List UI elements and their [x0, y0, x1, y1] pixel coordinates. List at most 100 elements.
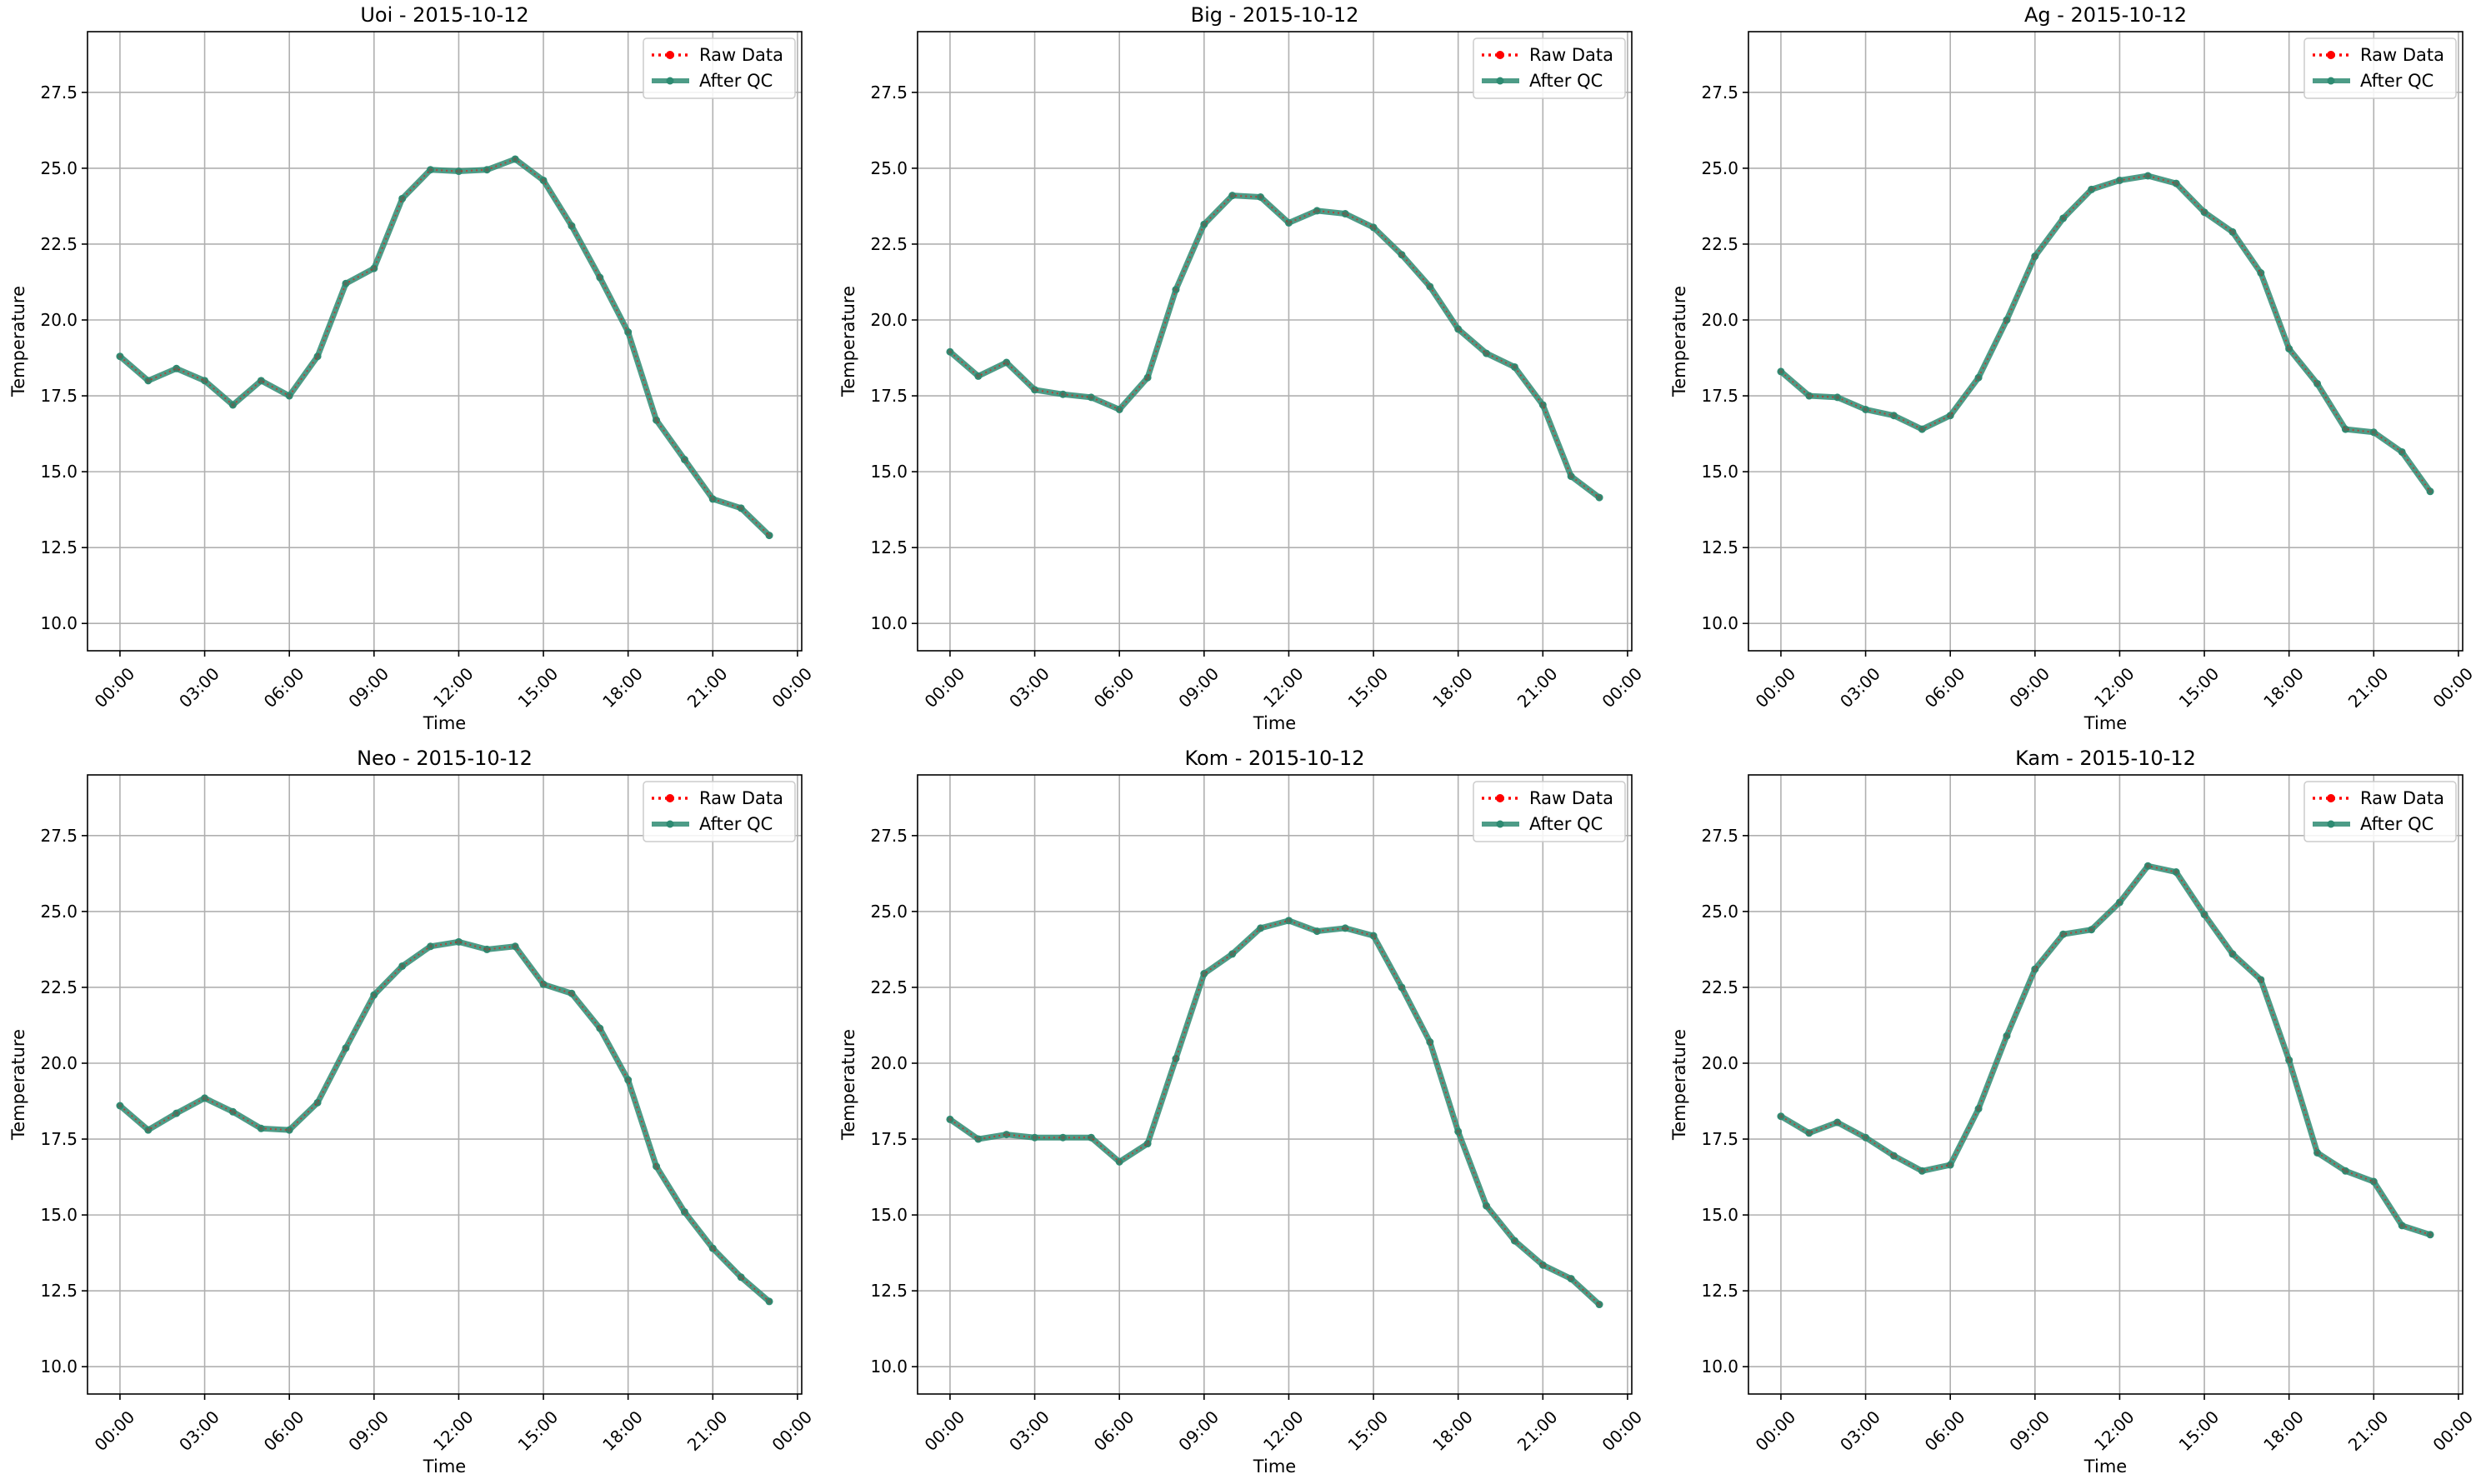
- y-tick-label: 27.5: [1701, 826, 1738, 846]
- axes-frame: [917, 774, 1633, 1395]
- y-tick-label: 22.5: [1701, 234, 1738, 254]
- data-point-raw-data: [2089, 927, 2094, 932]
- y-axis-label: Temperature: [1669, 286, 1689, 397]
- data-point-raw-data: [146, 1127, 151, 1132]
- y-tick-label: 22.5: [40, 234, 78, 254]
- legend-label-raw-data: Raw Data: [699, 45, 783, 65]
- data-point-raw-data: [2371, 430, 2376, 435]
- data-point-raw-data: [976, 1137, 981, 1142]
- series-line-after-qc: [118, 938, 772, 1304]
- x-axis-label: Time: [423, 1457, 466, 1477]
- y-tick-label: 17.5: [40, 1129, 78, 1149]
- series-line-after-qc: [948, 917, 1602, 1307]
- chart-panel-0: 00:00 03:00 06:00 09:00 12:00 15:00 18:00 21:00…: [8, 3, 816, 733]
- x-tick-label: 15:00: [1344, 1407, 1393, 1455]
- data-point-raw-data: [1258, 926, 1263, 931]
- x-tick-label: 00:00: [2428, 663, 2477, 712]
- y-tick-label: 10.0: [40, 1357, 78, 1377]
- series-line-raw-data: [949, 194, 1600, 498]
- x-tick-label: 06:00: [260, 1407, 308, 1455]
- data-point-raw-data: [569, 223, 574, 228]
- data-point-raw-data: [1399, 985, 1404, 990]
- data-point-raw-data: [767, 1299, 772, 1304]
- data-point-raw-data: [484, 167, 489, 172]
- y-tick-label: 10.0: [870, 1357, 908, 1377]
- x-tick-label: 18:00: [1428, 1407, 1477, 1455]
- data-point-raw-data: [343, 1046, 348, 1051]
- data-point-raw-data: [626, 330, 631, 335]
- data-point-raw-data: [1807, 393, 1812, 398]
- x-tick-label: 06:00: [1090, 1407, 1138, 1455]
- data-point-raw-data: [1117, 407, 1122, 412]
- y-tick-label: 15.0: [870, 462, 908, 482]
- data-point-raw-data: [513, 944, 518, 949]
- legend-marker-after-qc: [666, 77, 674, 85]
- y-tick-label: 22.5: [870, 234, 908, 254]
- y-tick-label: 17.5: [1701, 386, 1738, 406]
- x-tick-label: 00:00: [921, 663, 969, 712]
- data-point-raw-data: [1173, 287, 1178, 292]
- data-point-raw-data: [569, 991, 574, 996]
- legend-marker-raw-data: [666, 51, 674, 59]
- chart-title: Big - 2015-10-12: [1191, 3, 1359, 27]
- y-tick-label: 15.0: [1701, 1205, 1738, 1225]
- x-tick-label: 06:00: [260, 663, 308, 712]
- data-point-raw-data: [2173, 181, 2178, 186]
- data-point-raw-data: [2343, 1168, 2348, 1173]
- data-point-raw-data: [1919, 427, 1924, 432]
- y-tick-label: 25.0: [1701, 902, 1738, 922]
- data-point-raw-data: [2258, 977, 2263, 982]
- data-point-raw-data: [2371, 1179, 2376, 1184]
- data-point-raw-data: [1540, 1262, 1545, 1267]
- y-tick-label: 12.5: [870, 537, 908, 557]
- data-point-raw-data: [428, 944, 433, 949]
- data-point-raw-data: [315, 1100, 320, 1105]
- axes-frame: [1748, 31, 2463, 652]
- x-tick-label: 03:00: [1836, 1407, 1884, 1455]
- axes-frame: [87, 31, 803, 652]
- x-tick-label: 00:00: [1752, 663, 1800, 712]
- data-point-raw-data: [118, 354, 123, 359]
- data-point-raw-data: [1060, 392, 1065, 397]
- data-point-raw-data: [654, 417, 659, 422]
- x-tick-label: 12:00: [1259, 663, 1308, 712]
- y-tick-label: 25.0: [40, 902, 78, 922]
- legend-label-after-qc: After QC: [699, 814, 773, 834]
- chart-title: Kam - 2015-10-12: [2015, 747, 2196, 770]
- x-tick-label: 00:00: [1598, 1407, 1646, 1455]
- data-point-raw-data: [1807, 1131, 1812, 1136]
- x-tick-label: 00:00: [1598, 663, 1646, 712]
- y-tick-label: 15.0: [40, 1205, 78, 1225]
- chart-panel-4: 00:00 03:00 06:00 09:00 12:00 15:00 18:00 21:00…: [838, 747, 1646, 1477]
- axes-frame: [917, 31, 1633, 652]
- data-point-raw-data: [1835, 395, 1840, 400]
- x-tick-label: 03:00: [175, 1407, 223, 1455]
- axes-frame: [87, 774, 803, 1395]
- data-point-raw-data: [372, 992, 377, 997]
- data-point-raw-data: [258, 1126, 263, 1131]
- chart-title: Ag - 2015-10-12: [2024, 3, 2187, 27]
- chart-panel-3: 00:00 03:00 06:00 09:00 12:00 15:00 18:00 21:00…: [8, 747, 816, 1477]
- data-point-raw-data: [2061, 932, 2066, 937]
- data-point-raw-data: [1314, 929, 1319, 934]
- data-point-raw-data: [118, 1103, 123, 1108]
- data-point-raw-data: [428, 167, 433, 172]
- data-point-raw-data: [1145, 375, 1150, 380]
- data-point-raw-data: [1863, 1135, 1868, 1140]
- data-point-raw-data: [948, 1117, 953, 1122]
- x-tick-label: 00:00: [921, 1407, 969, 1455]
- data-point-raw-data: [2004, 1033, 2009, 1038]
- y-tick-label: 25.0: [40, 158, 78, 178]
- legend-label-raw-data: Raw Data: [1529, 788, 1613, 808]
- y-tick-label: 27.5: [40, 826, 78, 846]
- data-point-raw-data: [1597, 495, 1602, 500]
- x-tick-label: 03:00: [175, 663, 223, 712]
- data-point-raw-data: [1173, 1057, 1178, 1062]
- data-point-raw-data: [2399, 449, 2404, 454]
- y-tick-label: 10.0: [870, 613, 908, 633]
- y-tick-label: 20.0: [40, 1053, 78, 1073]
- y-tick-label: 25.0: [870, 902, 908, 922]
- legend-marker-raw-data: [2327, 51, 2335, 59]
- data-point-raw-data: [710, 1246, 715, 1251]
- data-point-raw-data: [2004, 317, 2009, 322]
